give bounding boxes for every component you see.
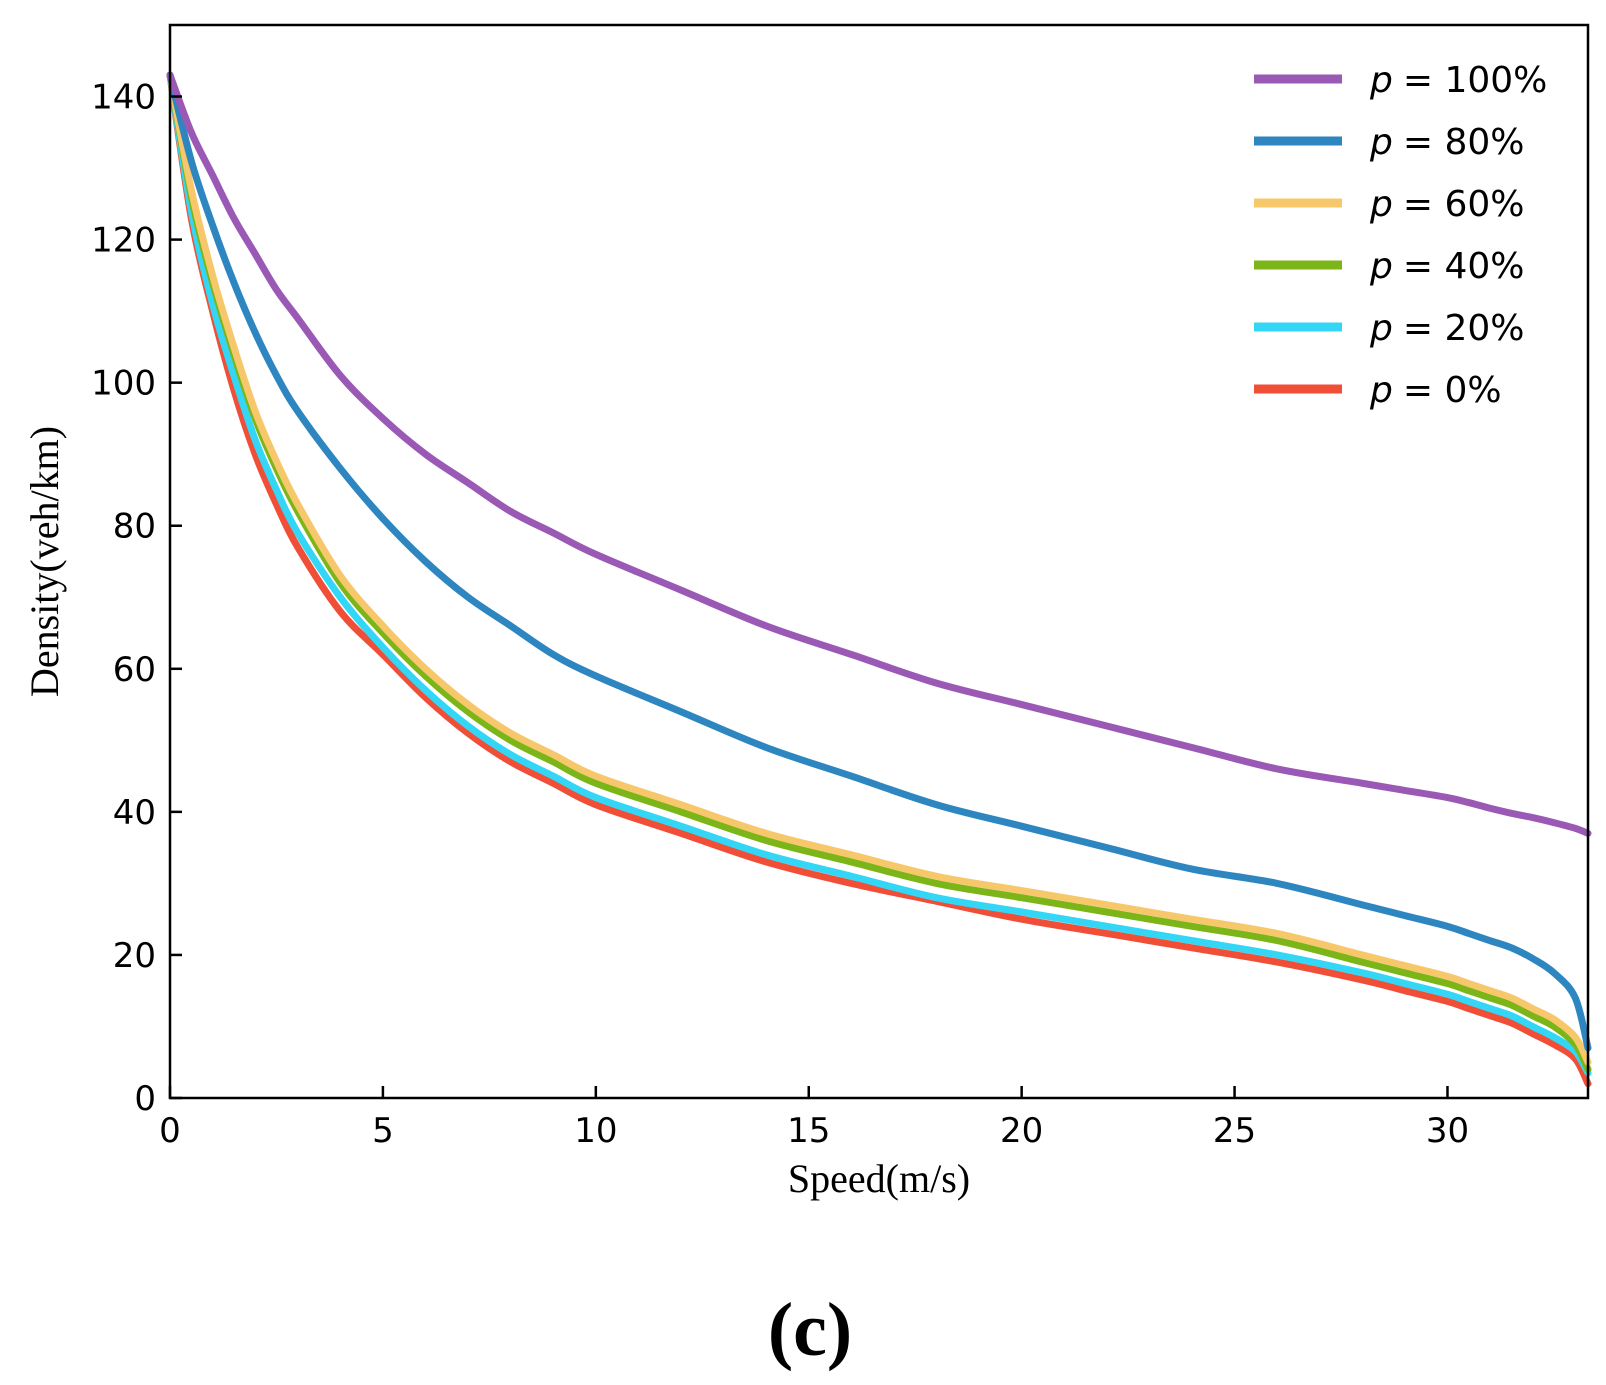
panel-label: (c) — [768, 1288, 852, 1372]
x-tick-label: 5 — [372, 1111, 394, 1151]
legend-item: p = 0% — [1254, 370, 1502, 411]
x-tick-label: 15 — [787, 1111, 830, 1151]
legend-value: = 20% — [1403, 308, 1525, 349]
legend-item: p = 20% — [1254, 308, 1524, 349]
series-line-60-percent — [166, 71, 1592, 1066]
x-tick-label: 20 — [1000, 1111, 1043, 1151]
legend-item: p = 60% — [1254, 184, 1524, 225]
legend-value: = 100% — [1403, 60, 1548, 101]
y-axis-title: Density(veh/km) — [22, 426, 67, 697]
x-axis: 0 5 10 15 20 25 30 — [159, 1086, 1469, 1151]
y-tick-label: 100 — [91, 364, 156, 404]
legend-variable: p — [1369, 122, 1393, 163]
legend-item: p = 80% — [1254, 122, 1524, 163]
y-tick-label: 40 — [113, 793, 156, 833]
x-axis-title: Speed(m/s) — [788, 1156, 970, 1201]
legend-value: = 40% — [1403, 246, 1525, 287]
y-tick-label: 20 — [113, 936, 156, 976]
legend-variable: p — [1369, 246, 1393, 287]
legend-label: p = 80% — [1369, 122, 1524, 163]
legend-variable: p — [1369, 370, 1393, 411]
legend-item: p = 40% — [1254, 246, 1524, 287]
legend-item: p = 100% — [1254, 60, 1547, 101]
legend: p = 100%p = 80%p = 60%p = 40%p = 20%p = 0% — [1254, 60, 1547, 411]
legend-variable: p — [1369, 308, 1393, 349]
y-tick-label: 120 — [91, 221, 156, 261]
y-tick-label: 0 — [134, 1079, 156, 1119]
legend-value: = 0% — [1403, 370, 1502, 411]
x-tick-label: 25 — [1213, 1111, 1256, 1151]
legend-value: = 60% — [1403, 184, 1525, 225]
series-line-20-percent — [166, 71, 1592, 1077]
y-tick-label: 80 — [113, 507, 156, 547]
legend-label: p = 40% — [1369, 246, 1524, 287]
legend-variable: p — [1369, 184, 1393, 225]
legend-label: p = 20% — [1369, 308, 1524, 349]
legend-label: p = 100% — [1369, 60, 1547, 101]
legend-label: p = 0% — [1369, 370, 1502, 411]
x-tick-label: 0 — [159, 1111, 181, 1151]
series-line-100-percent — [166, 71, 1592, 837]
series-lines — [166, 71, 1592, 1088]
legend-label: p = 60% — [1369, 184, 1524, 225]
x-tick-label: 10 — [574, 1111, 617, 1151]
plot-frame — [168, 23, 1590, 1100]
y-axis: 0 20 40 60 80 100 120 140 — [91, 78, 182, 1119]
legend-value: = 80% — [1403, 122, 1525, 163]
legend-variable: p — [1369, 60, 1393, 101]
x-tick-label: 30 — [1426, 1111, 1469, 1151]
series-line-80-percent — [166, 71, 1592, 1052]
y-tick-label: 60 — [113, 650, 156, 690]
series-line-0-percent — [166, 71, 1592, 1088]
y-tick-label: 140 — [91, 78, 156, 118]
